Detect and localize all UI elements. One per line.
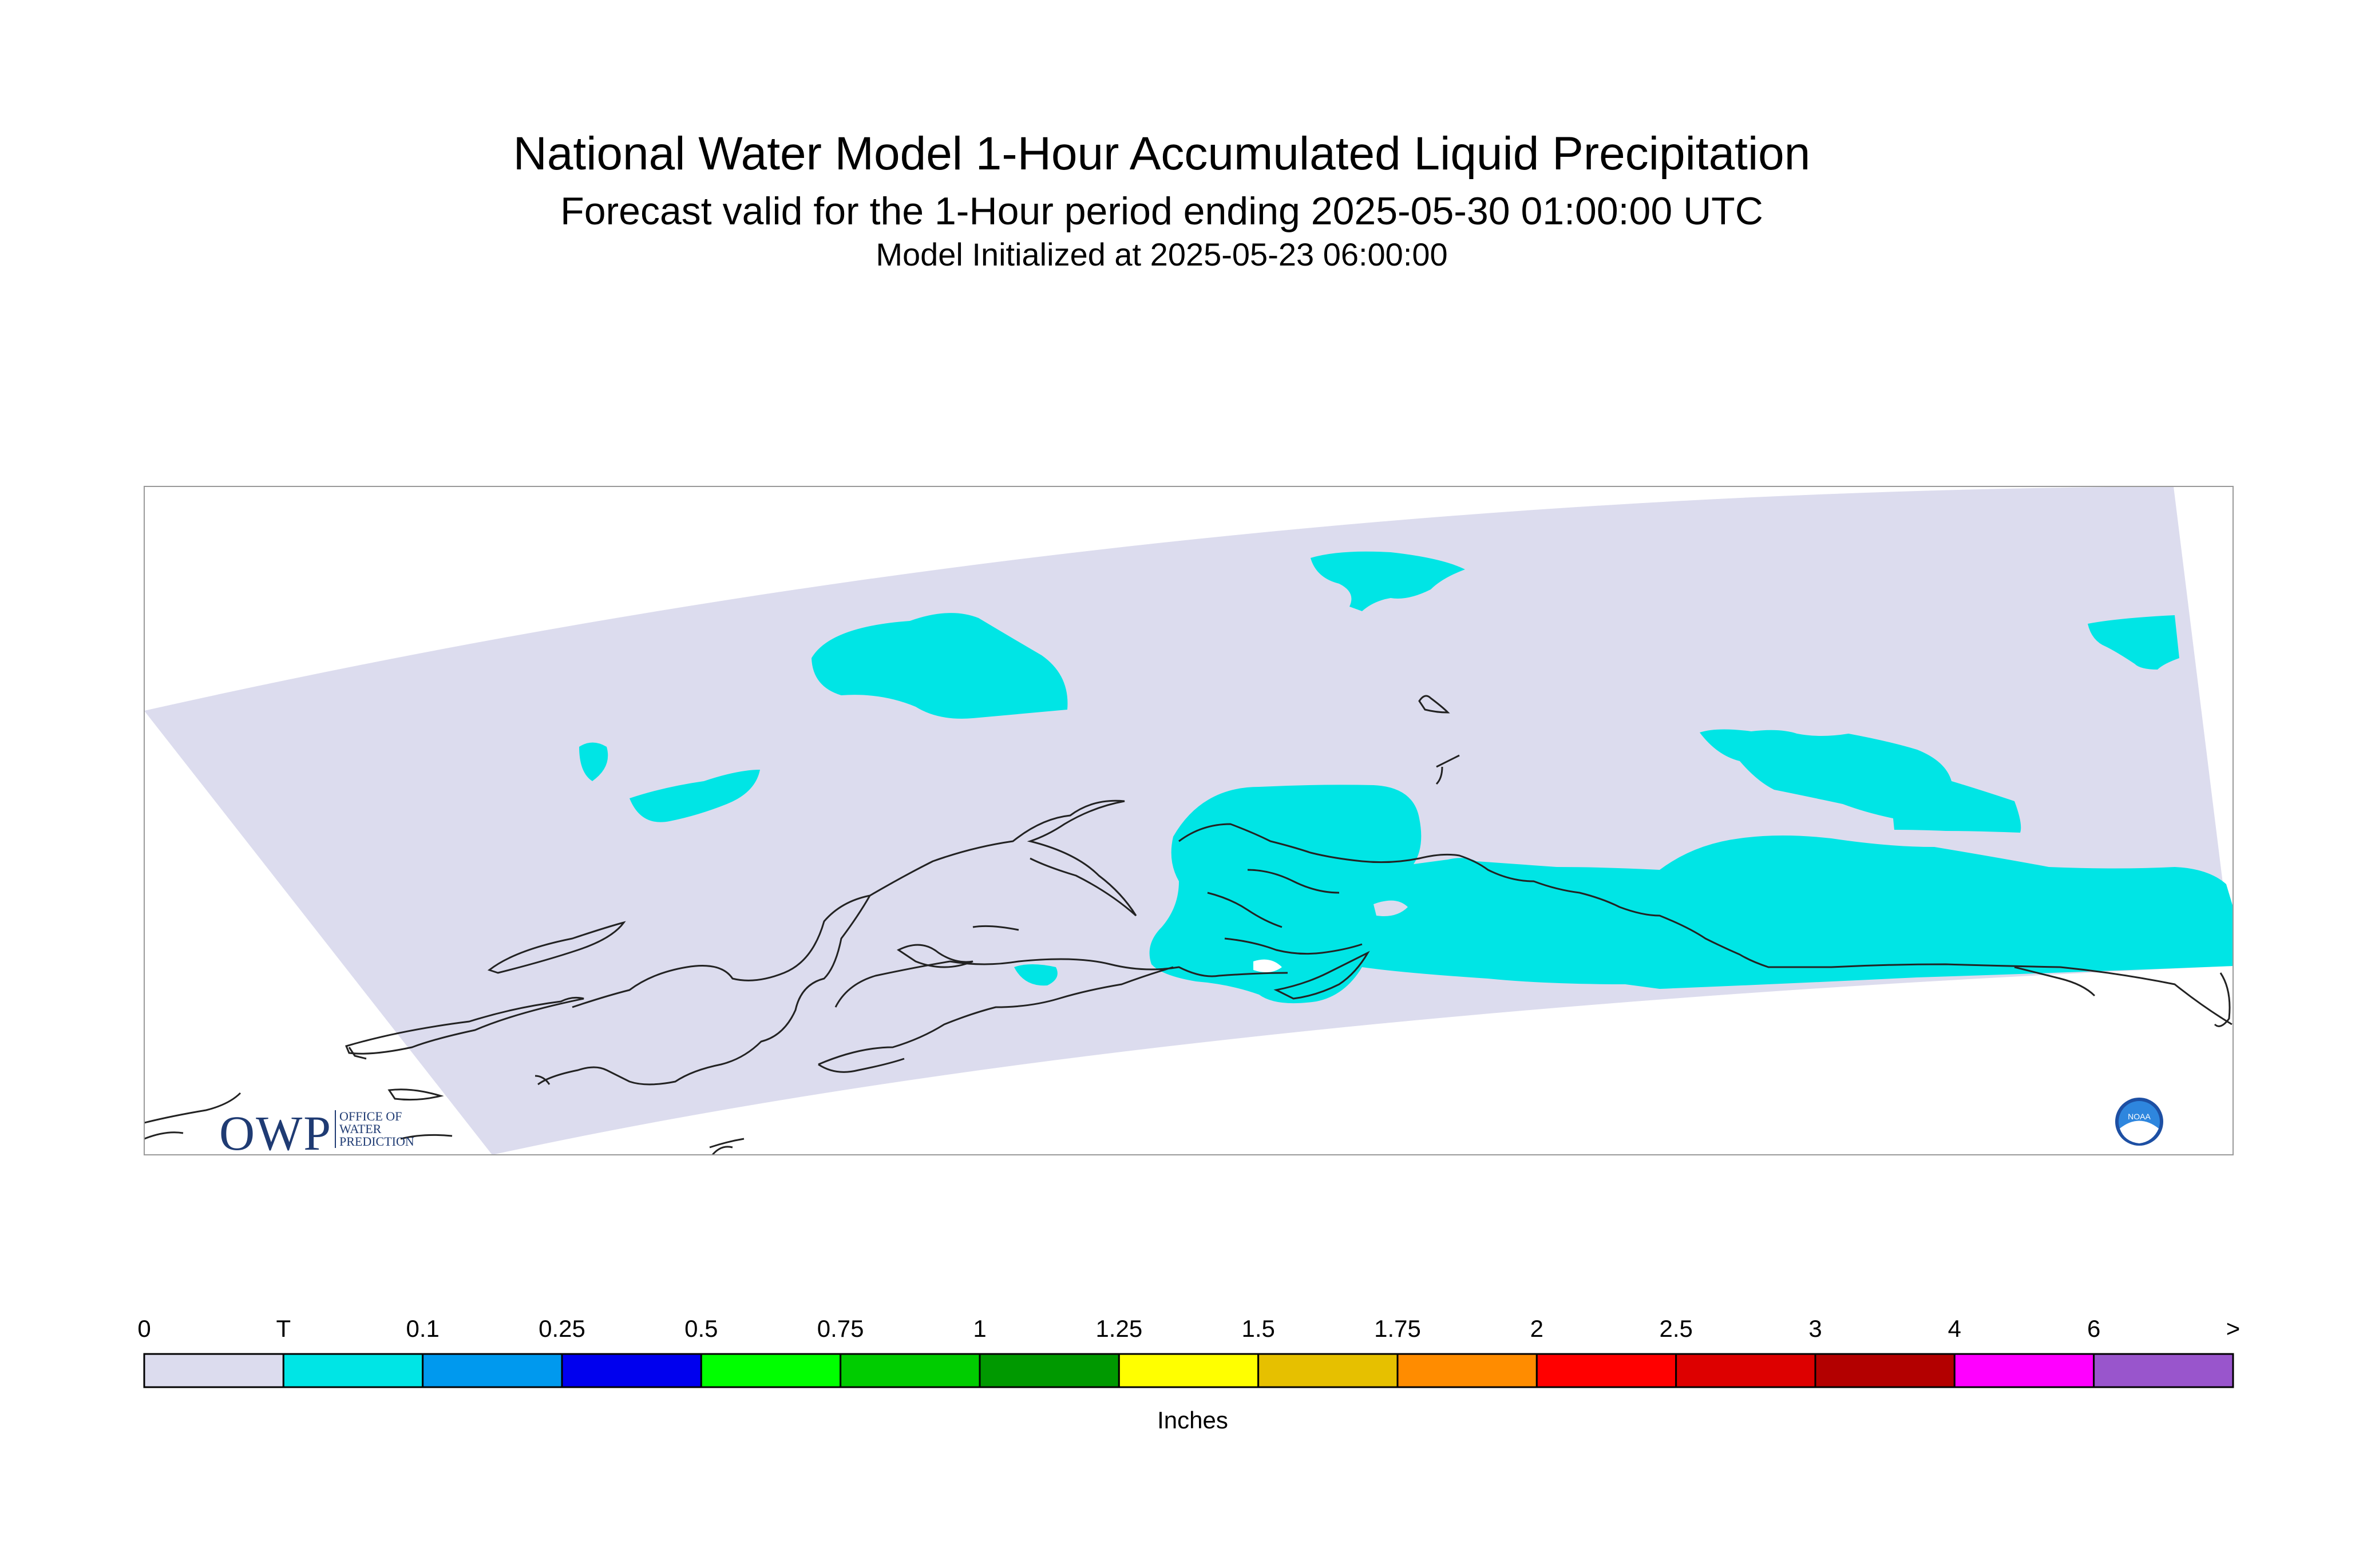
legend-swatch <box>2093 1353 2234 1388</box>
owp-sub-line: WATER <box>339 1122 382 1136</box>
map-subtitle: Forecast valid for the 1-Hour period end… <box>560 189 1763 233</box>
legend-swatch <box>979 1353 1120 1388</box>
legend-swatch <box>1396 1353 1538 1388</box>
noaa-logo-text: NOAA <box>2128 1112 2151 1121</box>
coastlines <box>144 695 2232 1155</box>
legend-units: Inches <box>1157 1407 1228 1434</box>
legend-swatch <box>422 1353 563 1388</box>
owp-logo-subtext: OFFICE OF WATER PREDICTION <box>335 1110 442 1148</box>
legend-swatch <box>282 1353 424 1388</box>
precipitation-areas <box>579 551 2233 1004</box>
color-legend <box>143 1353 2234 1388</box>
legend-swatch <box>1257 1353 1399 1388</box>
legend-swatch <box>1675 1353 1816 1388</box>
legend-swatch <box>1814 1353 1956 1388</box>
legend-swatch <box>561 1353 702 1388</box>
legend-swatch <box>143 1353 284 1388</box>
legend-swatch <box>1118 1353 1260 1388</box>
legend-swatch <box>700 1353 842 1388</box>
model-init-line: Model Initialized at 2025-05-23 06:00:00 <box>876 236 1448 272</box>
legend-swatch <box>840 1353 981 1388</box>
owp-logo: OWP <box>219 1106 332 1161</box>
map-panel <box>144 486 2233 1155</box>
noaa-logo: NOAA <box>2115 1098 2163 1146</box>
map-title: National Water Model 1-Hour Accumulated … <box>513 128 1811 180</box>
owp-sub-line: OFFICE OF <box>339 1109 402 1123</box>
legend-swatch <box>1535 1353 1677 1388</box>
legend-swatch <box>1953 1353 2095 1388</box>
map-frame <box>144 486 2234 1155</box>
owp-sub-line: PREDICTION <box>339 1134 414 1149</box>
